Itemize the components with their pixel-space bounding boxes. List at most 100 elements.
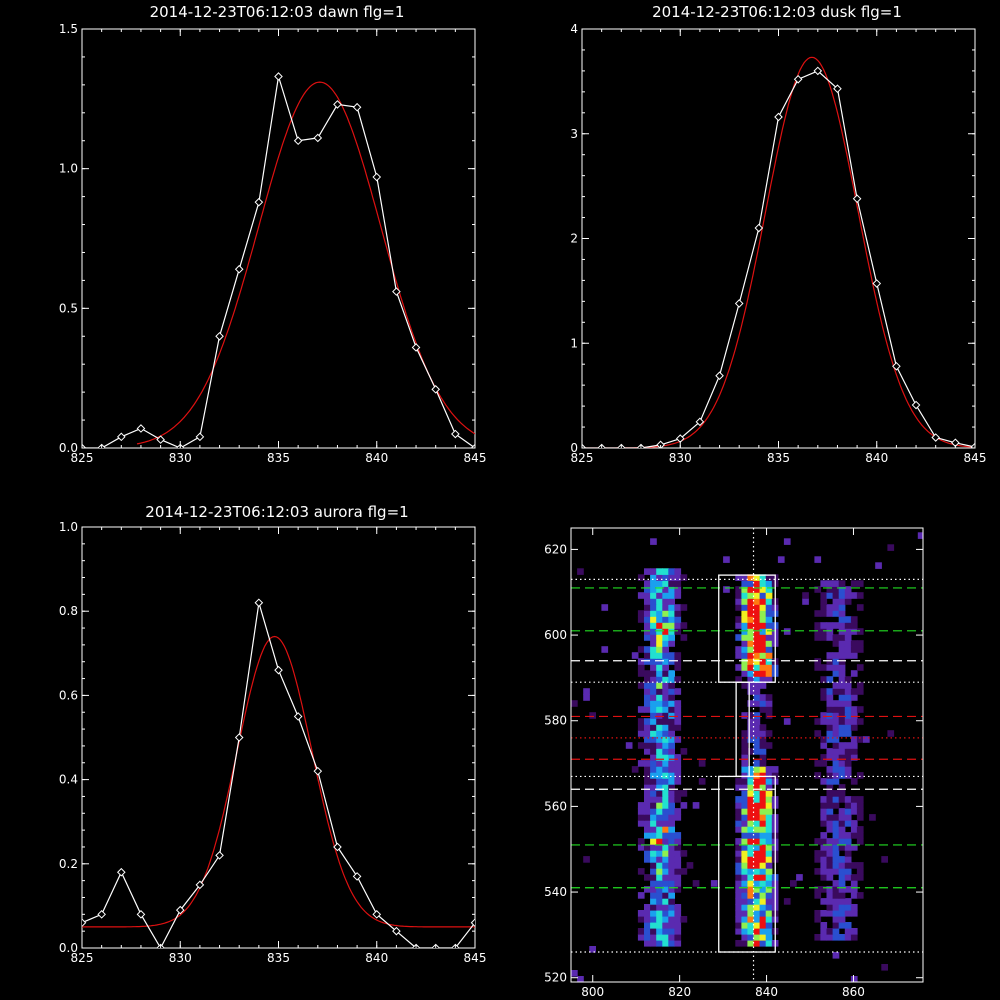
heatmap-cell bbox=[650, 904, 657, 911]
heatmap-cell bbox=[747, 730, 755, 737]
heatmap-cell bbox=[650, 676, 657, 683]
heatmap-cell bbox=[856, 814, 864, 821]
heatmap-cell bbox=[753, 718, 761, 725]
heatmap-cell bbox=[747, 586, 755, 593]
aurora-data-point bbox=[293, 712, 303, 721]
heatmap-cell bbox=[662, 940, 669, 947]
heatmap-cell bbox=[741, 658, 749, 665]
heatmap-cell bbox=[650, 772, 657, 779]
heatmap-cell bbox=[650, 604, 657, 611]
heatmap-cell bbox=[844, 628, 852, 635]
heatmap-cell bbox=[832, 766, 840, 773]
heatmap-cell bbox=[759, 748, 767, 755]
dusk-tick-marks bbox=[581, 28, 976, 449]
heatmap-cell bbox=[850, 736, 858, 743]
dawn-tick-marks bbox=[81, 28, 476, 449]
heatmap-cell bbox=[814, 910, 822, 917]
heatmap-cell bbox=[735, 856, 742, 863]
aurora-x-tick-label: 825 bbox=[71, 951, 94, 965]
heatmap-cell bbox=[637, 610, 645, 617]
heatmap-cell bbox=[826, 802, 834, 809]
heatmap-cell bbox=[759, 802, 767, 809]
heatmap-cell bbox=[741, 856, 749, 863]
heatmap-cell bbox=[765, 640, 773, 647]
heatmap-cell bbox=[741, 784, 749, 791]
heatmap-cell bbox=[668, 742, 675, 749]
heatmap-cell bbox=[856, 808, 864, 815]
heatmap-cell bbox=[741, 844, 749, 851]
heatmap-cell bbox=[850, 652, 858, 659]
heatmap-cell bbox=[850, 862, 858, 869]
aurora-data-point bbox=[215, 851, 224, 860]
heatmap-cell bbox=[656, 916, 663, 923]
heatmap-y-tick-label: 540 bbox=[544, 885, 567, 899]
heatmap-cell bbox=[844, 712, 852, 719]
heatmap-cell bbox=[735, 652, 742, 659]
heatmap-cell bbox=[637, 868, 645, 875]
heatmap-cell bbox=[753, 760, 761, 767]
heatmap-cell bbox=[656, 574, 663, 581]
dusk-data-point bbox=[715, 371, 724, 381]
heatmap-cell bbox=[650, 778, 657, 785]
heatmap-cell bbox=[735, 622, 742, 629]
heatmap-cell bbox=[650, 622, 657, 629]
dawn-data-point bbox=[136, 424, 146, 433]
heatmap-cell bbox=[753, 808, 761, 815]
heatmap-cell bbox=[826, 766, 834, 773]
heatmap-cell bbox=[838, 586, 846, 593]
heatmap-cell bbox=[650, 916, 657, 923]
heatmap-cell bbox=[656, 688, 663, 695]
heatmap-cell bbox=[753, 868, 761, 875]
heatmap-cell bbox=[844, 802, 852, 809]
heatmap-cell bbox=[650, 796, 657, 803]
dawn-data-point bbox=[470, 443, 475, 448]
heatmap-cell bbox=[668, 580, 675, 587]
heatmap-cell bbox=[826, 850, 834, 857]
heatmap-cell bbox=[662, 892, 669, 899]
heatmap-cell bbox=[875, 562, 882, 569]
heatmap-cell bbox=[637, 760, 645, 767]
heatmap-cell bbox=[650, 694, 657, 701]
heatmap-cell bbox=[826, 844, 834, 851]
heatmap-cell bbox=[832, 598, 840, 605]
heatmap-cell bbox=[662, 880, 669, 887]
heatmap-cell bbox=[826, 658, 834, 665]
heatmap-cell bbox=[662, 700, 669, 707]
heatmap-cell bbox=[832, 610, 840, 617]
heatmap-cell bbox=[747, 856, 755, 863]
heatmap-cell bbox=[838, 832, 846, 839]
heatmap-cell bbox=[832, 658, 840, 665]
heatmap-cell bbox=[790, 880, 797, 887]
heatmap-cell bbox=[850, 826, 858, 833]
heatmap-cell bbox=[856, 862, 864, 869]
heatmap-cell bbox=[759, 676, 767, 683]
heatmap-cell bbox=[741, 868, 749, 875]
heatmap-cell bbox=[765, 844, 773, 851]
heatmap-cell bbox=[844, 766, 852, 773]
heatmap-cell bbox=[759, 670, 767, 677]
heatmap-cell bbox=[644, 610, 651, 617]
heatmap-cell bbox=[838, 712, 846, 719]
heatmap-cell bbox=[662, 922, 669, 929]
heatmap-cell bbox=[656, 856, 663, 863]
heatmap-cell bbox=[850, 808, 858, 815]
heatmap-cell bbox=[741, 604, 749, 611]
heatmap-cell bbox=[747, 772, 755, 779]
dawn-x-tick-label: 830 bbox=[169, 451, 192, 465]
heatmap-cell bbox=[856, 838, 864, 845]
heatmap-cell bbox=[735, 574, 742, 581]
heatmap-cell bbox=[832, 838, 840, 845]
heatmap-cell bbox=[759, 796, 767, 803]
heatmap-cell bbox=[747, 670, 755, 677]
heatmap-cell bbox=[753, 880, 761, 887]
heatmap-cell bbox=[850, 778, 858, 785]
heatmap-cell bbox=[662, 910, 669, 917]
heatmap-cell bbox=[838, 916, 846, 923]
heatmap-cell bbox=[844, 832, 852, 839]
heatmap-cell bbox=[662, 706, 669, 713]
heatmap-cell bbox=[838, 610, 846, 617]
heatmap-cell bbox=[814, 718, 822, 725]
heatmap-cell bbox=[850, 742, 858, 749]
heatmap-cell bbox=[644, 568, 651, 575]
